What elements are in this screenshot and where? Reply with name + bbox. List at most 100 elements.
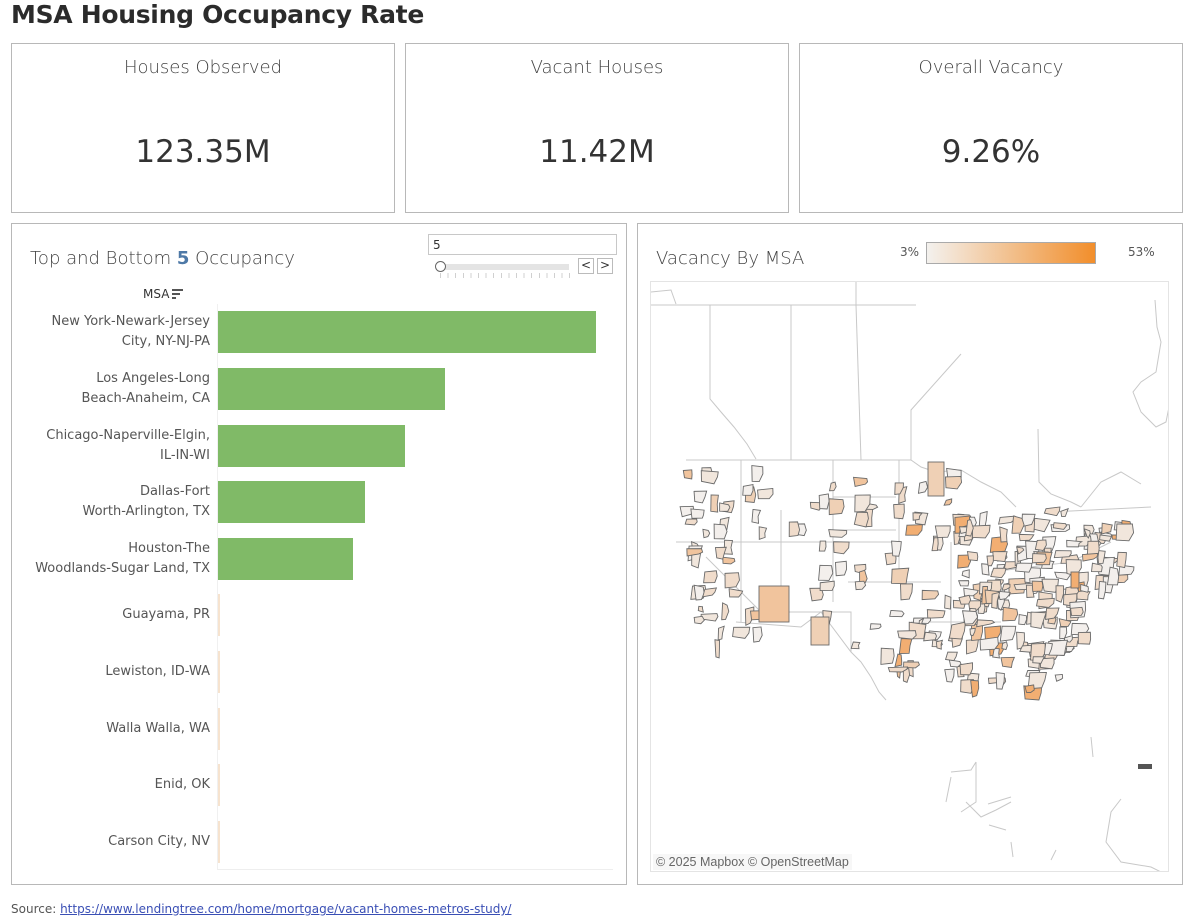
title-prefix: Top and Bottom xyxy=(30,248,177,269)
msa-region xyxy=(995,672,1005,690)
bar-new-york-newark-jersey-city-ny-nj-pa[interactable] xyxy=(218,311,596,354)
decrement-button[interactable]: < xyxy=(578,258,594,274)
msa-region xyxy=(710,494,719,513)
bar-walla-walla-wa[interactable] xyxy=(218,707,220,750)
msa-region xyxy=(686,548,704,557)
msa-region xyxy=(923,631,938,642)
msa-region xyxy=(1080,583,1089,593)
msa-region xyxy=(944,668,955,683)
msa-region xyxy=(697,605,704,613)
msa-region xyxy=(828,498,845,516)
msa-region xyxy=(818,493,830,510)
row-label-line: Los Angeles-Long xyxy=(96,370,210,386)
msa-region xyxy=(702,528,711,539)
msa-map[interactable]: © 2025 Mapbox © OpenStreetMap xyxy=(650,281,1169,872)
msa-region xyxy=(943,498,953,506)
msa-region xyxy=(889,609,905,618)
msa-region xyxy=(1070,606,1084,617)
msa-region xyxy=(714,546,727,560)
row-label-line: Houston-The xyxy=(128,540,210,556)
row-label: Los Angeles-Long Beach-Anaheim, CA xyxy=(81,369,210,409)
coastline xyxy=(1132,299,1168,428)
bar-lewiston-id-wa[interactable] xyxy=(218,650,220,693)
msa-region xyxy=(1070,571,1080,589)
row-label: Lewiston, ID-WA xyxy=(105,662,210,682)
row-label: Houston-The Woodlands-Sugar Land, TX xyxy=(35,539,210,579)
bar-houston-the-woodlands-sugar-land-tx[interactable] xyxy=(218,537,353,580)
msa-region xyxy=(1083,528,1091,539)
row-label-line: New York-Newark-Jersey xyxy=(51,314,210,330)
row-label: Dallas-Fort Worth-Arlington, TX xyxy=(83,482,211,522)
bar-los-angeles-long-beach-anaheim-ca[interactable] xyxy=(218,367,445,410)
msa-region xyxy=(1024,684,1035,693)
increment-button[interactable]: > xyxy=(597,258,613,274)
bar-guayama-pr[interactable] xyxy=(218,594,220,637)
bar-dallas-fort-worth-arlington-tx[interactable] xyxy=(218,481,366,524)
top-n-slider-thumb[interactable] xyxy=(435,261,446,272)
kpi-label: Vacant Houses xyxy=(530,57,664,78)
msa-region xyxy=(961,569,970,579)
msa-region xyxy=(1001,583,1011,591)
msa-region xyxy=(833,541,850,555)
msa-region xyxy=(1000,656,1016,668)
bar-chicago-naperville-elgin-il-in-wi[interactable] xyxy=(218,424,406,467)
msa-region xyxy=(1055,585,1065,603)
msa-region xyxy=(724,572,740,589)
slider-ticks xyxy=(440,273,570,278)
msa-region xyxy=(1053,550,1072,559)
bar-plot-area xyxy=(217,304,613,870)
msa-region xyxy=(1054,673,1064,682)
msa-region xyxy=(967,600,981,611)
msa-region xyxy=(948,659,962,668)
top-n-parameter-input[interactable] xyxy=(428,234,617,255)
msa-region xyxy=(758,526,768,540)
msa-region xyxy=(999,625,1017,642)
msa-region xyxy=(944,475,963,490)
source-link[interactable]: https://www.lendingtree.com/home/mortgag… xyxy=(60,902,512,916)
msa-region xyxy=(926,609,946,619)
top-n-slider-track[interactable] xyxy=(439,264,569,270)
province-border xyxy=(855,282,862,461)
msa-region xyxy=(1002,606,1019,622)
msa-region xyxy=(732,626,751,639)
bar-carson-city-nv[interactable] xyxy=(218,820,220,863)
msa-region xyxy=(1043,506,1061,517)
bar-enid-ok[interactable] xyxy=(218,764,220,807)
msa-axis-header[interactable]: MSA xyxy=(143,287,184,301)
row-label-line: Beach-Anaheim, CA xyxy=(81,390,210,406)
msa-region xyxy=(1045,607,1060,620)
color-legend-ramp xyxy=(926,242,1096,264)
msa-region xyxy=(854,580,867,591)
top-bottom-occupancy-panel: Top and Bottom 5 Occupancy < > MSA New Y… xyxy=(11,223,627,885)
msa-region xyxy=(788,521,801,537)
msa-region xyxy=(905,524,923,536)
msa-region xyxy=(935,639,944,650)
map-canvas[interactable] xyxy=(651,282,1169,872)
msa-region xyxy=(958,594,972,605)
msa-region xyxy=(714,639,721,659)
msa-region xyxy=(998,515,1016,525)
msa-region xyxy=(934,525,951,539)
coastline xyxy=(1105,798,1161,871)
map-attribution[interactable]: © 2025 Mapbox © OpenStreetMap xyxy=(653,854,852,870)
source-label: Source: xyxy=(11,902,61,916)
row-label: Enid, OK xyxy=(155,775,210,795)
msa-region xyxy=(758,585,790,623)
msa-region xyxy=(894,482,904,495)
coastline xyxy=(1090,736,1094,758)
msa-region xyxy=(853,511,869,528)
msa-region xyxy=(944,594,952,610)
msa-region xyxy=(917,480,929,494)
msa-region xyxy=(854,494,871,513)
sort-descending-icon[interactable] xyxy=(172,289,184,299)
msa-region xyxy=(894,653,903,668)
source-footer: Source: https://www.lendingtree.com/home… xyxy=(11,902,511,916)
msa-region xyxy=(722,556,736,565)
row-label-line: Worth-Arlington, TX xyxy=(82,504,211,520)
msa-region xyxy=(1033,517,1051,533)
msa-region xyxy=(1106,566,1120,586)
msa-region xyxy=(684,518,698,526)
msa-region xyxy=(693,615,705,625)
kpi-label: Overall Vacancy xyxy=(918,57,1064,78)
msa-region xyxy=(717,625,725,641)
